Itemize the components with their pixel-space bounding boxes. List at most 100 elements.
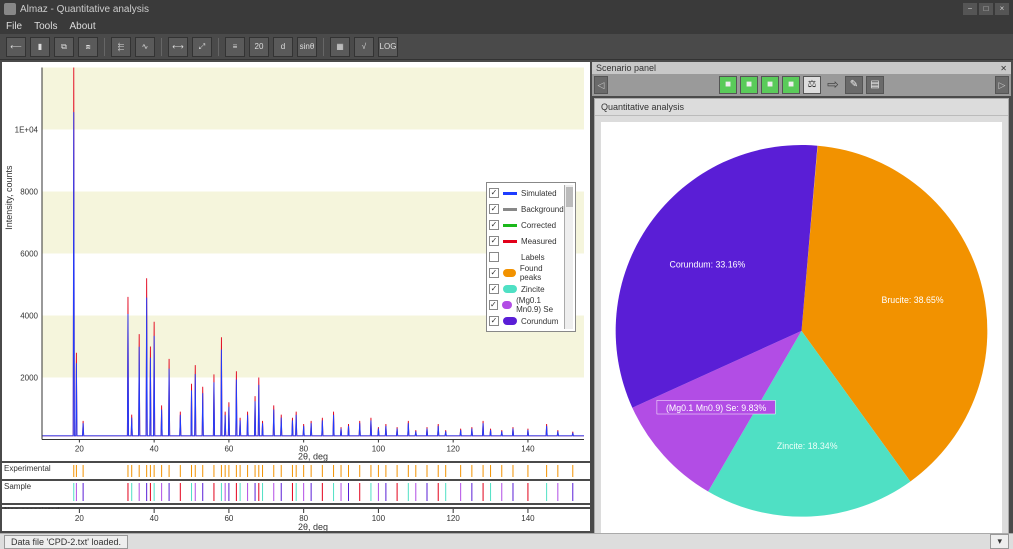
- legend-label: Found peaks: [520, 264, 564, 282]
- sample-strip: Sample: [2, 481, 590, 503]
- legend-item-6[interactable]: ✓Zincite: [489, 281, 564, 297]
- menu-tools[interactable]: Tools: [34, 21, 57, 32]
- scenario-next-button[interactable]: ▷: [995, 76, 1009, 94]
- svg-text:20: 20: [75, 514, 84, 523]
- scenario-toolbar: ◁ ■ ■ ■ ■ ⚖ ⇨ ✎ ▤ ▷: [592, 74, 1011, 96]
- window-title: Almaz - Quantitative analysis: [20, 4, 963, 15]
- toolbar-button-4[interactable]: ⬱: [111, 37, 131, 57]
- chart-legend[interactable]: ✓Simulated✓Background✓Corrected✓Measured…: [486, 182, 576, 332]
- svg-text:140: 140: [521, 445, 535, 454]
- workspace: Intensity, counts 2000 4000 6000 8000 1E+04 2…: [0, 60, 1013, 533]
- pie-label: Corundum: 33.16%: [670, 259, 746, 269]
- menu-file[interactable]: File: [6, 21, 22, 32]
- non-associated-strip: Non associated: [2, 505, 590, 507]
- toolbar-button-5[interactable]: ∿: [135, 37, 155, 57]
- svg-text:120: 120: [446, 445, 460, 454]
- scenario-step-2[interactable]: ■: [740, 76, 758, 94]
- toolbar-button-13[interactable]: √: [354, 37, 374, 57]
- scenario-step-1[interactable]: ■: [719, 76, 737, 94]
- legend-checkbox[interactable]: ✓: [489, 316, 499, 326]
- legend-checkbox[interactable]: ✓: [489, 204, 499, 214]
- legend-item-1[interactable]: ✓ Background: [489, 201, 564, 217]
- legend-item-8[interactable]: ✓ Corundum: [489, 313, 564, 329]
- legend-swatch: [503, 208, 517, 211]
- legend-label: (Mg0.1 Mn0.9) Se: [516, 296, 564, 314]
- svg-text:100: 100: [372, 445, 386, 454]
- toolbar-button-2[interactable]: ⧉: [54, 37, 74, 57]
- svg-text:2θ, deg: 2θ, deg: [298, 522, 328, 531]
- scenario-prev-button[interactable]: ◁: [594, 76, 608, 94]
- svg-text:100: 100: [372, 514, 386, 523]
- svg-text:140: 140: [521, 514, 535, 523]
- scenario-balance-button[interactable]: ⚖: [803, 76, 821, 94]
- minimize-button[interactable]: −: [963, 3, 977, 15]
- left-panel: Intensity, counts 2000 4000 6000 8000 1E+04 2…: [2, 62, 590, 531]
- experimental-label: Experimental: [4, 464, 51, 473]
- maximize-button[interactable]: □: [979, 3, 993, 15]
- legend-swatch: [503, 192, 517, 195]
- toolbar-button-9[interactable]: 20: [249, 37, 269, 57]
- scenario-arrow-icon: ⇨: [824, 76, 842, 94]
- toolbar-button-1[interactable]: ▮: [30, 37, 50, 57]
- legend-checkbox[interactable]: ✓: [489, 300, 498, 310]
- pie-label: (Mg0.1 Mn0.9) Se: 9.83%: [666, 403, 766, 413]
- toolbar-button-14[interactable]: LOG: [378, 37, 398, 57]
- scenario-step-4[interactable]: ■: [782, 76, 800, 94]
- diffraction-chart[interactable]: Intensity, counts 2000 4000 6000 8000 1E+04 2…: [2, 62, 590, 461]
- scenario-edit-button[interactable]: ✎: [845, 76, 863, 94]
- legend-swatch: [503, 285, 517, 293]
- toolbar-button-6[interactable]: ⟷: [168, 37, 188, 57]
- svg-text:60: 60: [224, 445, 233, 454]
- svg-text:40: 40: [150, 445, 159, 454]
- app-icon: [4, 3, 16, 15]
- legend-item-5[interactable]: ✓ Found peaks: [489, 265, 564, 281]
- legend-checkbox[interactable]: [489, 252, 499, 262]
- legend-item-4[interactable]: Labels: [489, 249, 564, 265]
- legend-swatch: [503, 256, 517, 259]
- scenario-step-3[interactable]: ■: [761, 76, 779, 94]
- legend-checkbox[interactable]: ✓: [489, 188, 499, 198]
- sample-label: Sample: [4, 482, 31, 491]
- legend-item-7[interactable]: ✓ (Mg0.1 Mn0.9) Se: [489, 297, 564, 313]
- toolbar-button-7[interactable]: ⤢: [192, 37, 212, 57]
- legend-label: Corundum: [521, 317, 558, 326]
- scenario-results-button[interactable]: ▤: [866, 76, 884, 94]
- menu-about[interactable]: About: [69, 21, 95, 32]
- scenario-header: Scenario panel ✕: [592, 62, 1011, 74]
- legend-label: Corrected: [521, 221, 556, 230]
- toolbar-button-12[interactable]: ▦: [330, 37, 350, 57]
- toolbar-button-10[interactable]: d: [273, 37, 293, 57]
- toolbar-button-3[interactable]: ⧈: [78, 37, 98, 57]
- svg-text:6000: 6000: [20, 250, 38, 259]
- legend-item-0[interactable]: ✓Simulated: [489, 185, 564, 201]
- pie-chart: Brucite: 38.65%Zincite: 18.34%(Mg0.1 Mn0…: [601, 122, 1002, 533]
- legend-swatch: [503, 317, 517, 325]
- bottom-axis-strip: 204060801001201402θ, deg: [2, 509, 590, 531]
- svg-text:8000: 8000: [20, 188, 38, 197]
- toolbar-button-11[interactable]: sinθ: [297, 37, 317, 57]
- status-expand-button[interactable]: ▾: [990, 534, 1009, 549]
- legend-swatch: [503, 269, 516, 277]
- quantitative-title: Quantitative analysis: [595, 99, 1008, 116]
- legend-checkbox[interactable]: ✓: [489, 220, 499, 230]
- svg-text:4000: 4000: [20, 312, 38, 321]
- legend-checkbox[interactable]: ✓: [489, 284, 499, 294]
- status-message: Data file 'CPD-2.txt' loaded.: [4, 535, 128, 549]
- legend-scrollbar[interactable]: [564, 185, 573, 329]
- legend-checkbox[interactable]: ✓: [489, 236, 499, 246]
- svg-text:60: 60: [224, 514, 233, 523]
- svg-text:2θ, deg: 2θ, deg: [298, 452, 328, 462]
- scenario-pin-icon[interactable]: ✕: [1000, 64, 1007, 73]
- toolbar-button-8[interactable]: ≡: [225, 37, 245, 57]
- legend-item-2[interactable]: ✓ Corrected: [489, 217, 564, 233]
- toolbar-button-0[interactable]: ⟵: [6, 37, 26, 57]
- legend-label: Background: [521, 205, 564, 214]
- legend-checkbox[interactable]: ✓: [489, 268, 499, 278]
- svg-text:1E+04: 1E+04: [15, 126, 39, 135]
- legend-label: Labels: [521, 253, 545, 262]
- svg-text:2000: 2000: [20, 374, 38, 383]
- svg-text:40: 40: [150, 514, 159, 523]
- close-button[interactable]: ×: [995, 3, 1009, 15]
- legend-item-3[interactable]: ✓Measured: [489, 233, 564, 249]
- y-axis-label: Intensity, counts: [4, 165, 14, 229]
